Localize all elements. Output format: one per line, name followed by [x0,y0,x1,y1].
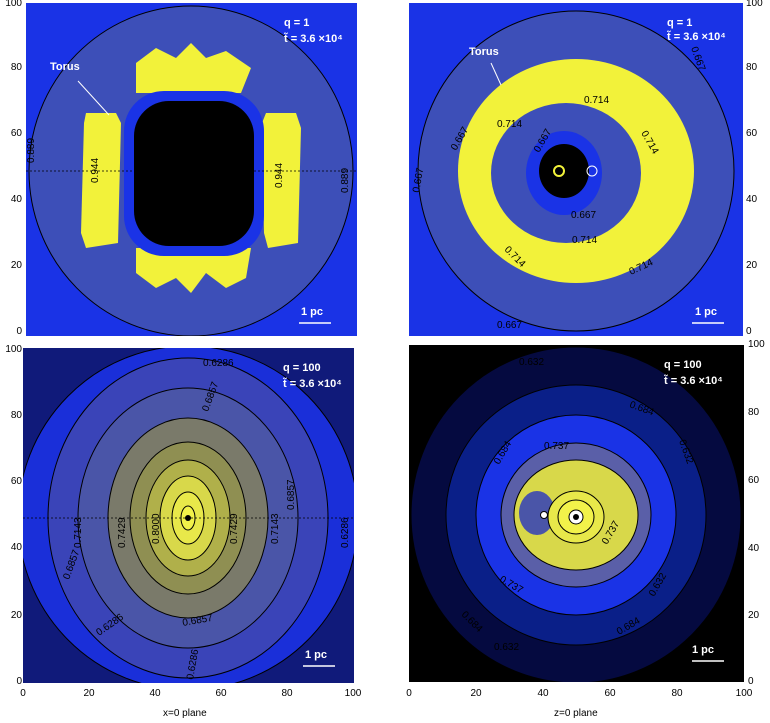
inner-blue-patch [519,491,555,535]
y-tick: 40 [748,543,760,554]
panel-top-right: 0.667 0.714 0.714 0.714 0.667 0.714 0.71… [409,3,743,336]
contour-label: 0.889 [26,138,37,163]
y-tick: 0 [16,326,22,337]
contour-label: 0.7143 [73,517,84,548]
contour-label: 0.714 [497,119,522,130]
contour-label: 0.667 [411,167,426,194]
x-tick: 0 [20,688,26,699]
contour-label: 0.6286 [185,648,201,680]
y-tick: 20 [10,260,22,271]
y-tick: 80 [746,62,758,73]
contour-label: 0.8000 [151,513,162,544]
x-tick: 80 [281,688,293,699]
torus-label: Torus [469,46,499,58]
torus-right-lobe [262,113,301,248]
y-tick: 80 [10,62,22,73]
contour-label: 0.632 [494,642,519,653]
y-tick: 0 [16,676,22,687]
contour-label: 0.7429 [229,513,240,544]
torus-label: Torus [50,61,80,73]
contour-label: 0.737 [544,441,569,452]
y-tick: 100 [746,0,763,9]
q-label: q = 100 [664,359,702,371]
contour-label: 0.7429 [117,517,128,548]
x-tick: 60 [215,688,227,699]
companion-marker [586,165,598,177]
yellow-top-patch [136,43,251,93]
contour-label: 0.667 [497,320,522,331]
black-core [134,101,254,246]
y-tick: 40 [10,194,22,205]
y-tick: 20 [746,260,758,271]
contour-label: 0.667 [571,210,596,221]
y-tick: 80 [10,410,22,421]
contour-label: 0.6857 [286,479,297,510]
x-tick: 100 [735,688,753,699]
y-tick: 100 [748,339,765,350]
contour-label: 0.944 [90,158,101,183]
x-tick: 80 [671,688,683,699]
y-tick: 40 [746,194,758,205]
density-map-top-left: 0.889 0.944 0.944 0.889 [26,3,357,336]
x-tick: 100 [344,688,362,699]
contour-label: 0.632 [519,357,544,368]
y-tick: 60 [10,476,22,487]
y-tick: 80 [748,407,760,418]
torus-left-lobe [81,113,121,248]
contour-label: 0.6286 [340,517,351,548]
contour-label: 0.714 [584,95,609,106]
scale-bar-label: 1 pc [301,306,324,318]
time-label: t̃ = 3.6 ×10⁴ [283,378,342,390]
q-label: q = 1 [667,17,693,29]
torus-arrow [490,62,502,86]
time-label: t̃ = 3.6 ×10⁴ [284,33,343,45]
contour-label: 0.6857 [182,613,214,629]
caption-z-plane: z=0 plane [554,708,598,719]
density-map-bottom-left: 0.6286 0.6857 0.7143 0.7429 0.8000 0.742… [23,348,354,683]
companion-marker [540,511,548,519]
contour-label: 0.7143 [270,513,281,544]
torus-arrow [77,80,110,116]
q-label: q = 1 [284,17,310,29]
scale-bar-label: 1 pc [692,644,715,656]
panel-top-left: 0.889 0.944 0.944 0.889 q = 1 t̃ = 3.6 ×… [26,3,357,336]
contour-label: 0.6286 [203,358,234,369]
x-tick: 40 [149,688,161,699]
density-map-bottom-right: 0.737 0.737 0.737 0.684 0.684 0.684 0.63… [409,345,744,682]
density-map-top-right: 0.667 0.714 0.714 0.714 0.667 0.714 0.71… [409,3,743,336]
black-hole-marker [553,165,565,177]
y-tick: 100 [5,344,22,355]
y-tick: 40 [10,542,22,553]
caption-x-plane: x=0 plane [163,708,207,719]
y-tick: 100 [5,0,22,9]
panel-bottom-left: 0.6286 0.6857 0.7143 0.7429 0.8000 0.742… [23,348,354,683]
time-label: t̃ = 3.6 ×10⁴ [667,31,726,43]
contour-label: 0.889 [340,168,351,193]
x-tick: 20 [83,688,95,699]
y-tick: 20 [10,610,22,621]
contour-label: 0.944 [274,163,285,188]
y-tick: 60 [746,128,758,139]
yellow-bottom-patch [136,248,251,293]
x-tick: 60 [604,688,616,699]
q-label: q = 100 [283,362,321,374]
x-tick: 0 [406,688,412,699]
scale-bar-label: 1 pc [695,306,718,318]
time-label: t̃ = 3.6 ×10⁴ [664,375,723,387]
y-tick: 20 [748,610,760,621]
y-tick: 0 [748,676,754,687]
y-tick: 60 [10,128,22,139]
x-tick: 20 [470,688,482,699]
scale-bar-label: 1 pc [305,649,328,661]
y-tick: 60 [748,475,760,486]
contour-label: 0.714 [572,235,597,246]
panel-bottom-right: 0.737 0.737 0.737 0.684 0.684 0.684 0.63… [409,345,744,682]
x-tick: 40 [537,688,549,699]
y-tick: 0 [746,326,752,337]
